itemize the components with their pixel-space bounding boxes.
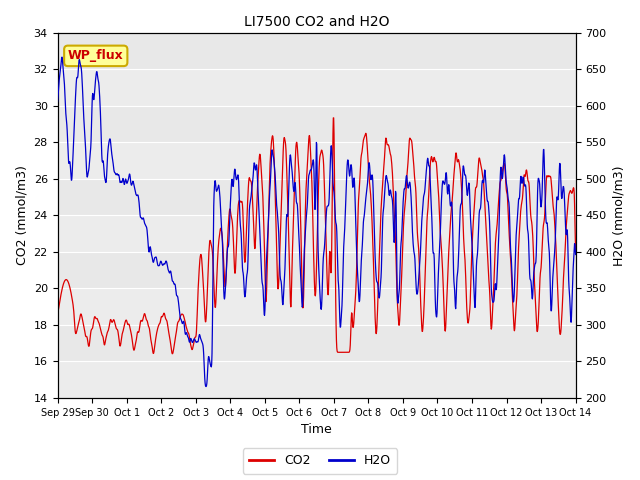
Y-axis label: H2O (mmol/m3): H2O (mmol/m3) bbox=[612, 165, 625, 266]
Text: WP_flux: WP_flux bbox=[68, 49, 124, 62]
Bar bbox=[58, 216, 575, 252]
X-axis label: Time: Time bbox=[301, 423, 332, 436]
Bar bbox=[58, 361, 575, 398]
Bar bbox=[58, 143, 575, 179]
Title: LI7500 CO2 and H2O: LI7500 CO2 and H2O bbox=[244, 15, 389, 29]
Bar bbox=[58, 70, 575, 106]
Y-axis label: CO2 (mmol/m3): CO2 (mmol/m3) bbox=[15, 166, 28, 265]
Legend: CO2, H2O: CO2, H2O bbox=[243, 448, 397, 474]
Bar bbox=[58, 288, 575, 325]
